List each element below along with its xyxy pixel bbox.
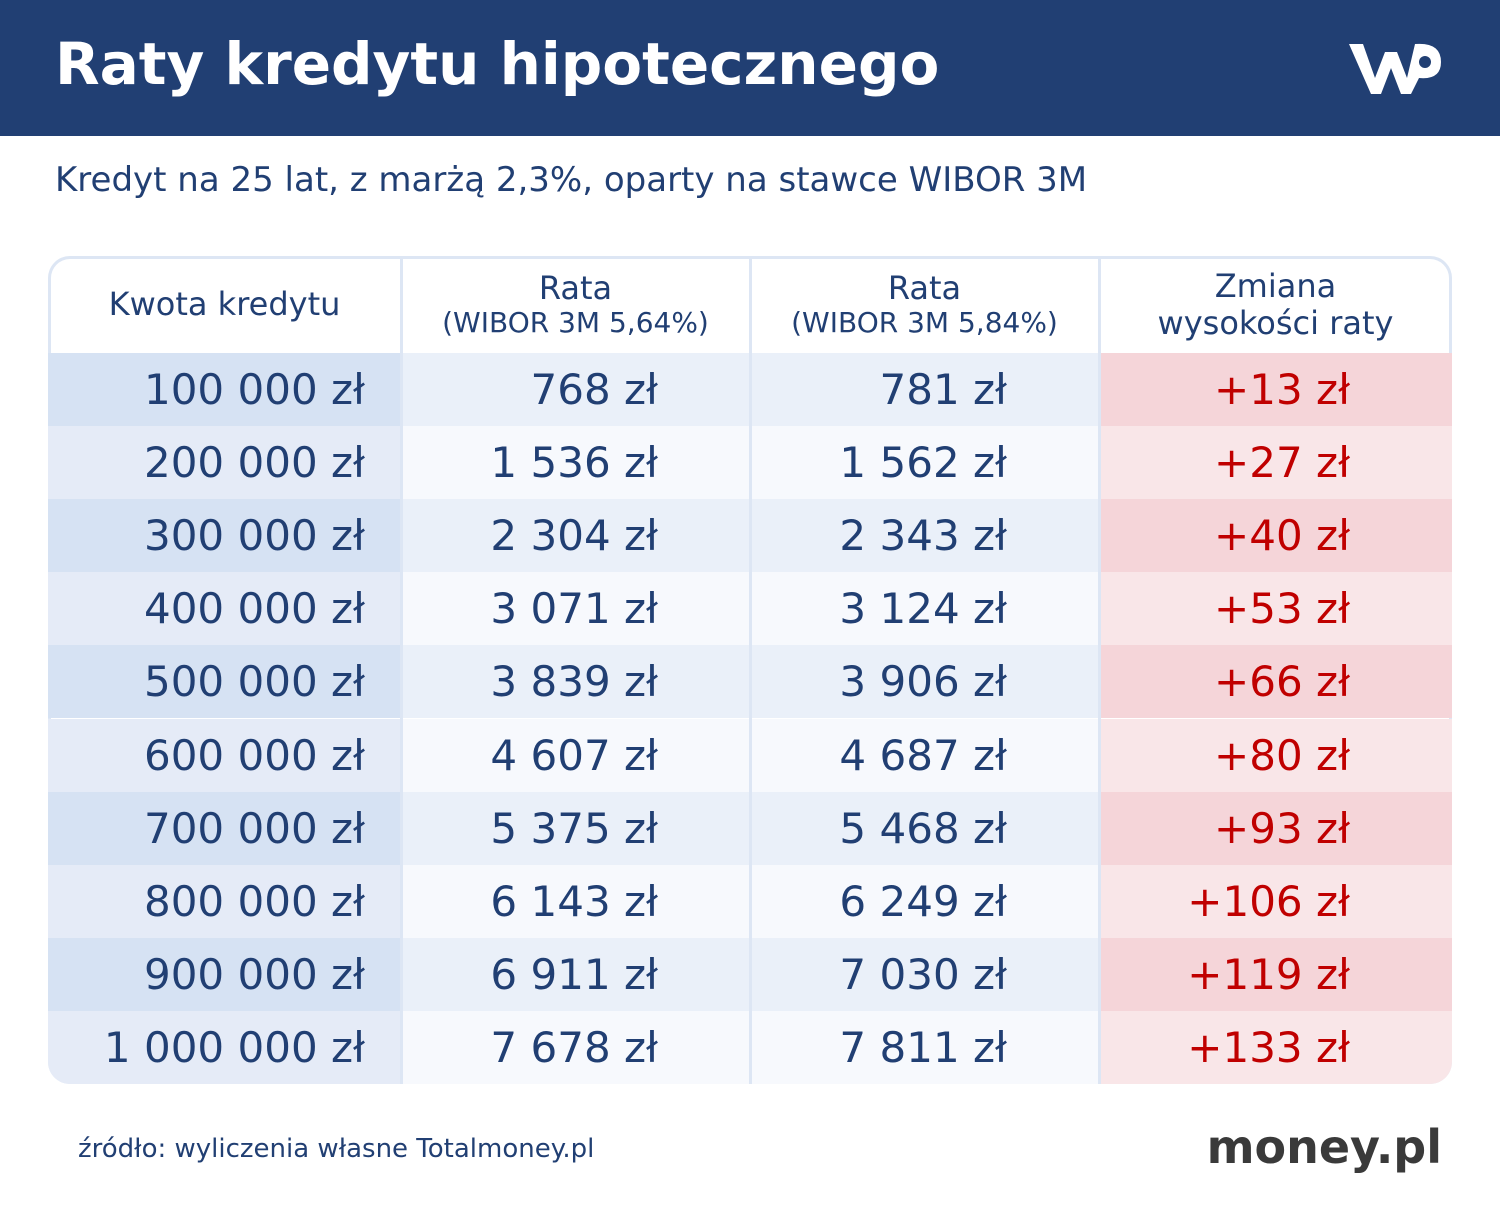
- column-separator: [1098, 256, 1101, 1084]
- table-cell: +106 zł: [1099, 864, 1452, 938]
- header-line: Kwota kredytu: [108, 285, 341, 324]
- table-cell: +80 zł: [1099, 718, 1452, 792]
- table-cell: 5 468 zł: [750, 791, 1099, 865]
- table-cell: 1 562 zł: [750, 426, 1099, 500]
- brand: money.pl: [1206, 1120, 1442, 1174]
- column-header: Kwota kredytu: [48, 256, 401, 353]
- table-cell: +133 zł: [1099, 1010, 1452, 1084]
- table-cell: 700 000 zł: [48, 791, 401, 865]
- table-cell: 7 811 zł: [750, 1010, 1099, 1084]
- table-cell: +119 zł: [1099, 937, 1452, 1011]
- table-cell: 1 000 000 zł: [48, 1010, 401, 1084]
- table-cell: +13 zł: [1099, 353, 1452, 427]
- table-cell: 6 249 zł: [750, 864, 1099, 938]
- table-cell: +53 zł: [1099, 572, 1452, 646]
- table-cell: 2 343 zł: [750, 499, 1099, 573]
- title: Raty kredytu hipotecznego: [55, 30, 940, 98]
- table-cell: 781 zł: [750, 353, 1099, 427]
- header-bar: Raty kredytu hipotecznego: [0, 0, 1500, 136]
- table-cell: 200 000 zł: [48, 426, 401, 500]
- column-separator: [400, 256, 403, 1084]
- header-line: (WIBOR 3M 5,64%): [442, 305, 709, 339]
- column-separator: [749, 256, 752, 1084]
- subtitle: Kredyt na 25 lat, z marżą 2,3%, oparty n…: [55, 160, 1088, 200]
- wp-logo: [1349, 43, 1441, 94]
- table-cell: 600 000 zł: [48, 718, 401, 792]
- table-cell: 900 000 zł: [48, 937, 401, 1011]
- table-cell: 300 000 zł: [48, 499, 401, 573]
- table-cell: 3 071 zł: [401, 572, 750, 646]
- table-cell: 7 030 zł: [750, 937, 1099, 1011]
- column-header: Rata (WIBOR 3M 5,84%): [750, 256, 1099, 353]
- table-cell: 500 000 zł: [48, 645, 401, 719]
- table-cell: +27 zł: [1099, 426, 1452, 500]
- table-cell: 3 839 zł: [401, 645, 750, 719]
- table-cell: 768 zł: [401, 353, 750, 427]
- table: Kwota kredytu Rata (WIBOR 3M 5,64%) Rata (WI…: [48, 256, 1452, 1084]
- table-cell: 4 687 zł: [750, 718, 1099, 792]
- table-cell: 400 000 zł: [48, 572, 401, 646]
- source: źródło: wyliczenia własne Totalmoney.pl: [78, 1134, 595, 1164]
- table-cell: 3 124 zł: [750, 572, 1099, 646]
- table-cell: +93 zł: [1099, 791, 1452, 865]
- table-cell: 7 678 zł: [401, 1010, 750, 1084]
- table-cell: 1 536 zł: [401, 426, 750, 500]
- table-cell: 3 906 zł: [750, 645, 1099, 719]
- table-cell: 100 000 zł: [48, 353, 401, 427]
- table-cell: 800 000 zł: [48, 864, 401, 938]
- table-cell: +66 zł: [1099, 645, 1452, 719]
- column-header: Rata (WIBOR 3M 5,64%): [401, 256, 750, 353]
- table-cell: +40 zł: [1099, 499, 1452, 573]
- table-cell: 4 607 zł: [401, 718, 750, 792]
- table-cell: 6 911 zł: [401, 937, 750, 1011]
- table-cell: 6 143 zł: [401, 864, 750, 938]
- header-line: Rata: [887, 269, 962, 307]
- table-cell: 5 375 zł: [401, 791, 750, 865]
- column-header: Zmiana wysokości raty: [1099, 256, 1452, 353]
- header-line: (WIBOR 3M 5,84%): [791, 305, 1058, 339]
- header-line: wysokości raty: [1157, 303, 1394, 342]
- table-cell: 2 304 zł: [401, 499, 750, 573]
- header-line: Rata: [538, 269, 613, 307]
- header-line: Zmiana: [1214, 266, 1337, 305]
